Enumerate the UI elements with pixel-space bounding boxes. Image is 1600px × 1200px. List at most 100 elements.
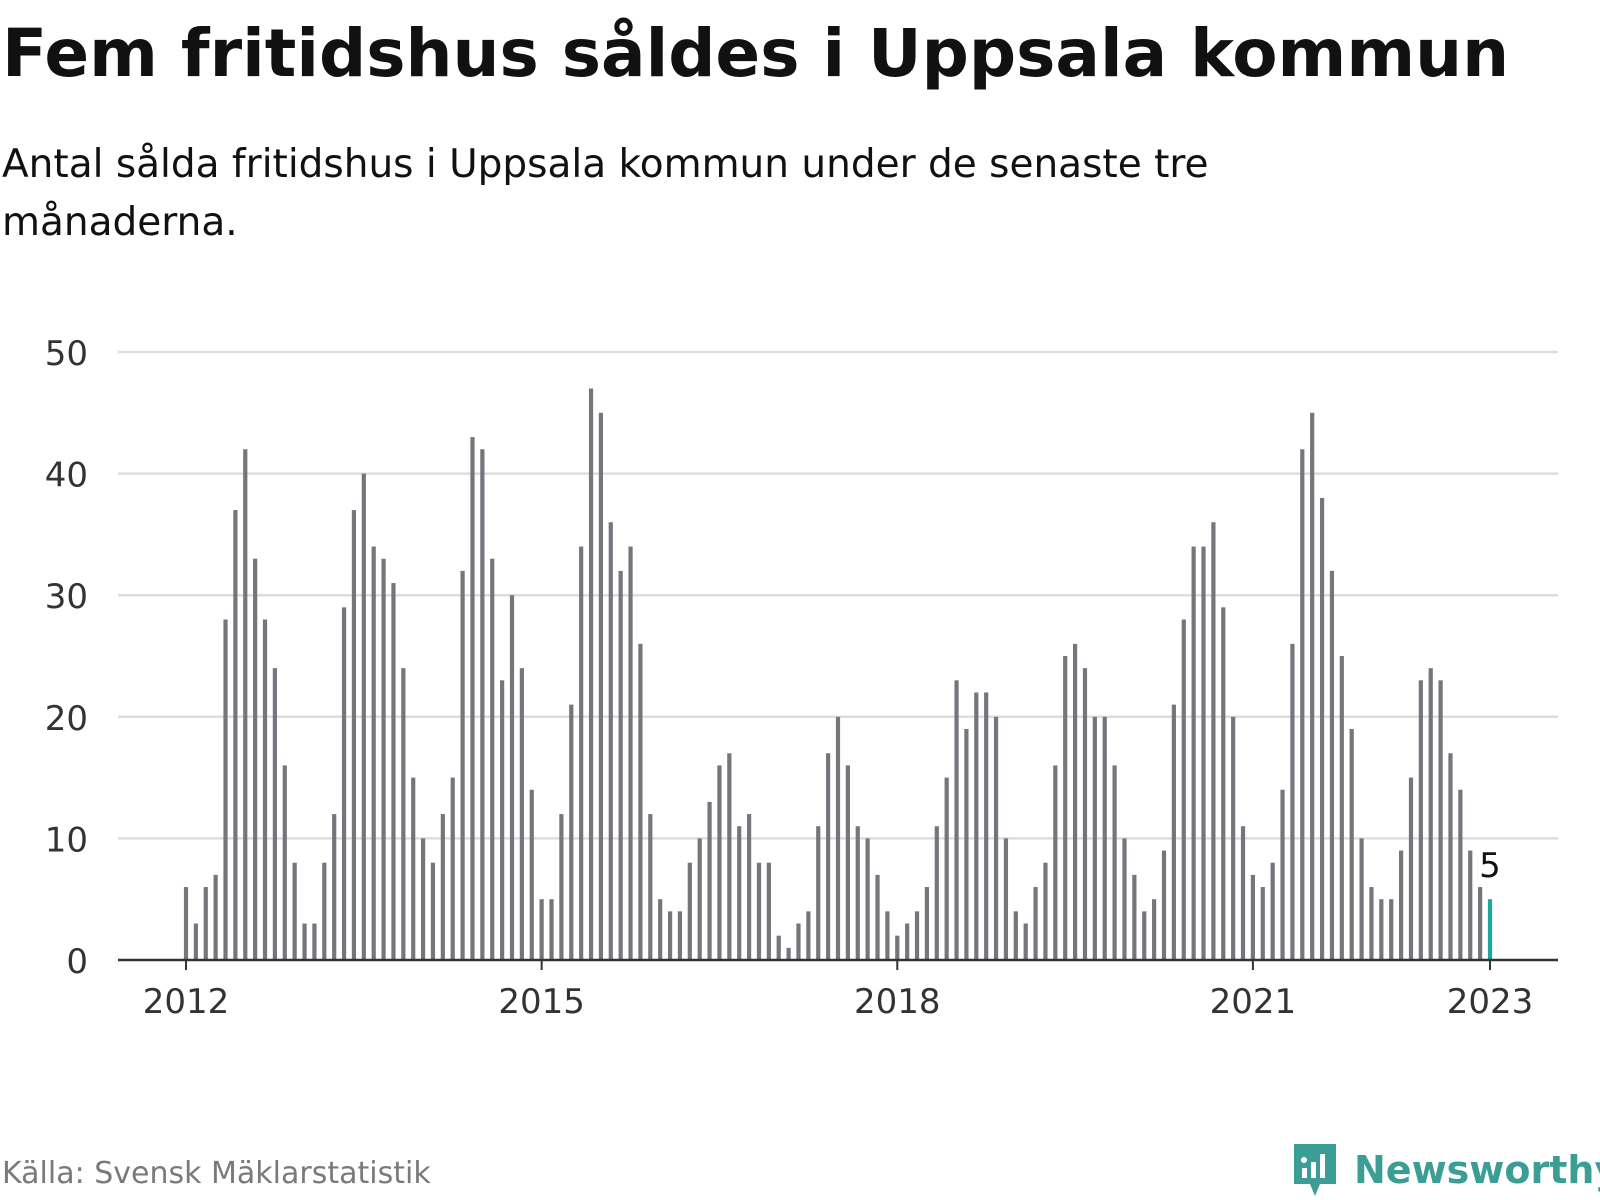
bar <box>1438 680 1443 960</box>
y-tick-label: 0 <box>66 942 88 982</box>
bar <box>1250 874 1256 960</box>
bar <box>233 510 238 960</box>
bar <box>519 668 524 960</box>
chart-subtitle: Antal sålda fritidshus i Uppsala kommun … <box>2 142 1209 245</box>
bar <box>262 619 268 960</box>
bar <box>1181 619 1186 960</box>
bar <box>361 473 366 960</box>
bar <box>608 522 613 960</box>
bar <box>727 753 732 960</box>
bar <box>223 619 228 960</box>
chart-title: Fem fritidshus såldes i Uppsala kommun <box>2 15 1510 92</box>
bar <box>1369 887 1374 960</box>
bar <box>371 546 376 960</box>
bar <box>954 680 959 960</box>
bar <box>588 388 594 961</box>
bar <box>855 826 860 960</box>
bar <box>964 728 969 960</box>
bar <box>1468 850 1473 960</box>
bar <box>1300 449 1305 960</box>
bar <box>1240 826 1246 960</box>
bar <box>480 449 485 960</box>
bar <box>569 704 574 960</box>
bar <box>272 668 278 960</box>
source-text: Källa: Svensk Mäklarstatistik <box>2 1156 431 1191</box>
bar <box>835 716 841 960</box>
x-axis-ticks: 2012 2015 2018 2021 2023 <box>143 960 1533 1022</box>
bar <box>895 935 900 960</box>
bar <box>1290 643 1295 960</box>
bar <box>401 668 406 960</box>
bar <box>322 862 327 960</box>
bar <box>1023 923 1028 960</box>
bar <box>618 570 623 960</box>
bar <box>658 899 663 960</box>
bar <box>1053 765 1058 960</box>
bar <box>1063 656 1068 960</box>
bar <box>1171 704 1176 960</box>
x-tick-label: 2021 <box>1210 982 1297 1022</box>
bar <box>766 862 771 960</box>
bar <box>1270 862 1275 960</box>
bar <box>332 814 337 960</box>
highlight-value-label: 5 <box>1479 846 1501 886</box>
bar <box>1359 838 1364 960</box>
bar <box>974 692 979 960</box>
bars <box>183 388 1493 961</box>
bar <box>440 814 445 960</box>
bar <box>292 862 297 960</box>
x-tick-label: 2015 <box>498 982 585 1022</box>
bar <box>934 826 939 960</box>
bar <box>993 716 999 960</box>
bar <box>984 692 989 960</box>
bar <box>944 777 949 960</box>
bar <box>391 583 396 960</box>
bar <box>638 643 643 960</box>
bar <box>1478 887 1483 960</box>
bar <box>885 911 890 960</box>
bar <box>677 911 683 960</box>
bar <box>924 887 930 960</box>
bar <box>1033 887 1038 960</box>
bar <box>667 911 673 960</box>
bar <box>628 546 633 960</box>
bar <box>1142 911 1147 960</box>
bar <box>687 862 692 960</box>
bar <box>1408 777 1414 960</box>
bar <box>1339 656 1344 960</box>
bar <box>1280 789 1285 960</box>
bar <box>1428 668 1433 960</box>
bar <box>341 607 347 960</box>
bar <box>865 838 870 960</box>
bar <box>253 558 258 960</box>
bar <box>776 935 781 960</box>
bar <box>450 777 455 960</box>
bar <box>579 546 584 960</box>
brand-name: Newsworthy <box>1354 1148 1600 1192</box>
bar <box>796 923 801 960</box>
bar <box>914 911 920 960</box>
bar <box>460 570 465 960</box>
newsworthy-logo-icon <box>1294 1144 1336 1196</box>
bar <box>411 777 416 960</box>
bar <box>1122 838 1127 960</box>
bar <box>1260 887 1265 960</box>
bar <box>282 765 287 960</box>
bar <box>598 412 604 960</box>
bar <box>1092 716 1097 960</box>
bar <box>1231 716 1236 960</box>
bar <box>1003 838 1009 960</box>
bar <box>1398 850 1404 960</box>
bar <box>746 814 752 960</box>
bar <box>381 558 386 960</box>
y-tick-label: 30 <box>45 577 88 617</box>
bar <box>1112 765 1117 960</box>
newsworthy-logo[interactable]: Newsworthy <box>1290 1140 1600 1200</box>
bar <box>1211 522 1216 960</box>
bar <box>243 449 248 960</box>
bar <box>1221 607 1226 960</box>
bar <box>1082 668 1088 960</box>
bar <box>1329 570 1335 960</box>
bar <box>648 814 653 960</box>
bar <box>302 923 307 960</box>
